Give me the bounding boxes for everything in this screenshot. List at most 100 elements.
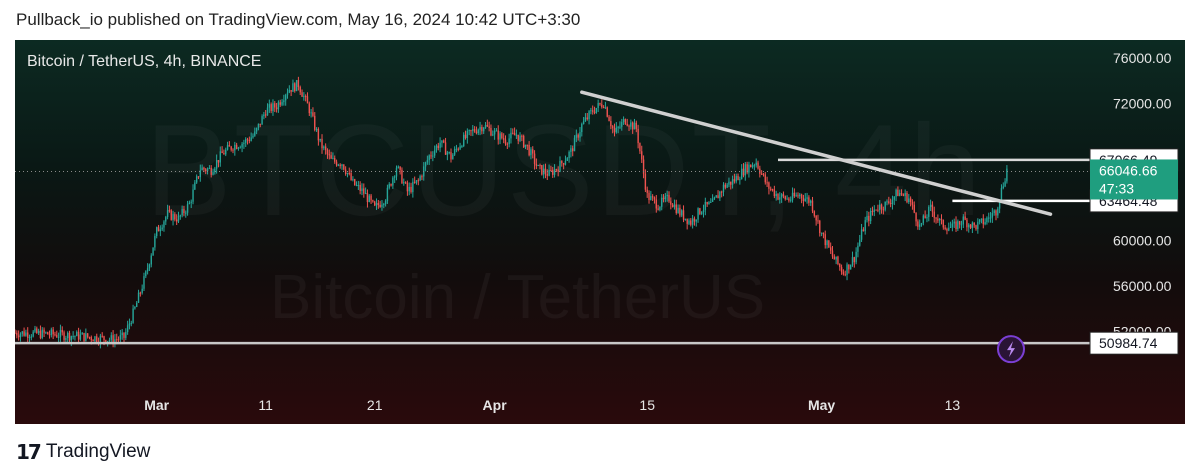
candlestick-chart[interactable]: 76000.0072000.0060000.0056000.0052000.00…	[15, 40, 1185, 424]
candle-body	[915, 212, 917, 222]
candle-body	[969, 224, 972, 228]
candle-body	[880, 204, 883, 210]
candle-body	[782, 194, 785, 197]
candle-body	[383, 204, 385, 206]
candle-body	[92, 340, 94, 342]
candle-body	[435, 145, 438, 151]
candle-body	[888, 201, 890, 204]
candle-body	[679, 207, 681, 216]
candle-body	[452, 154, 454, 160]
y-tick-label: 56000.00	[1113, 278, 1172, 294]
candle-body	[730, 181, 732, 185]
candle-body	[681, 210, 683, 216]
candle-body	[877, 209, 879, 211]
candle-body	[626, 123, 628, 126]
candle-body	[922, 215, 925, 223]
candle-body	[661, 197, 663, 207]
candle-body	[791, 192, 794, 200]
candle-body	[720, 191, 723, 193]
candle-body	[194, 182, 196, 190]
candle-body	[370, 195, 372, 201]
candle-body	[568, 151, 570, 159]
candle-body	[966, 219, 968, 228]
candle-body	[691, 218, 694, 225]
candle-body	[566, 158, 568, 161]
candle-body	[208, 167, 211, 169]
candle-body	[226, 145, 229, 150]
candle-body	[926, 216, 928, 219]
candle-body	[70, 336, 73, 341]
candle-body	[488, 126, 490, 128]
candle-body	[23, 331, 25, 336]
candle-body	[152, 247, 154, 256]
candle-body	[768, 182, 770, 189]
candle-body	[270, 104, 272, 111]
candle-body	[786, 198, 788, 200]
candle-body	[424, 162, 427, 167]
candle-body	[820, 232, 823, 234]
candle-body	[374, 201, 376, 206]
candle-body	[630, 122, 632, 127]
candle-body	[864, 220, 866, 232]
candle-body	[486, 124, 489, 127]
y-tick-label: 76000.00	[1113, 50, 1172, 66]
candle-body	[228, 145, 231, 147]
candle-body	[304, 96, 307, 98]
candle-body	[557, 169, 559, 172]
candle-body	[248, 140, 251, 142]
candle-body	[599, 103, 601, 105]
candle-body	[526, 144, 528, 146]
candle-body	[412, 181, 414, 193]
candle-body	[166, 210, 169, 218]
candle-body	[617, 127, 619, 129]
candle-body	[702, 209, 705, 213]
candle-body	[699, 208, 701, 214]
candle-body	[572, 148, 574, 152]
candle-body	[762, 173, 765, 175]
trendline[interactable]	[580, 90, 1053, 216]
candle-body	[259, 123, 261, 125]
candle-body	[61, 329, 63, 333]
candle-body	[621, 122, 623, 127]
candle-body	[393, 176, 396, 178]
candle-body	[185, 212, 187, 214]
candle-body	[116, 339, 118, 341]
candle-body	[552, 170, 554, 175]
candle-body	[795, 195, 797, 197]
candle-body	[361, 188, 363, 191]
candle-body	[862, 229, 865, 232]
candle-body	[653, 197, 656, 200]
candle-body	[701, 212, 703, 214]
candle-body	[706, 201, 708, 205]
candle-body	[646, 189, 648, 193]
candle-body	[502, 138, 505, 140]
candle-body	[515, 134, 518, 136]
candle-body	[290, 90, 292, 92]
candle-body	[550, 169, 552, 171]
candle-body	[286, 92, 289, 96]
candle-body	[406, 182, 409, 192]
candle-body	[559, 160, 561, 172]
candle-body	[968, 224, 970, 228]
candle-body	[744, 164, 746, 176]
candle-body	[481, 127, 483, 132]
candle-body	[851, 257, 854, 265]
candle-body	[39, 330, 42, 338]
candle-body	[790, 199, 792, 201]
candle-body	[919, 224, 921, 227]
chart-panel[interactable]: BTCUSDT, 4h Bitcoin / TetherUS 76000.007…	[15, 40, 1185, 424]
candle-body	[726, 184, 728, 188]
candle-body	[971, 222, 974, 228]
candle-body	[397, 166, 400, 168]
candle-body	[28, 337, 31, 339]
candle-body	[284, 95, 287, 101]
candle-body	[15, 332, 16, 334]
candle-body	[85, 333, 87, 341]
candle-body	[392, 177, 394, 186]
candle-body	[463, 134, 465, 147]
candle-body	[719, 191, 721, 199]
candle-body	[128, 323, 131, 326]
candle-body	[495, 130, 498, 132]
candle-body	[90, 337, 92, 341]
candle-body	[958, 221, 961, 225]
